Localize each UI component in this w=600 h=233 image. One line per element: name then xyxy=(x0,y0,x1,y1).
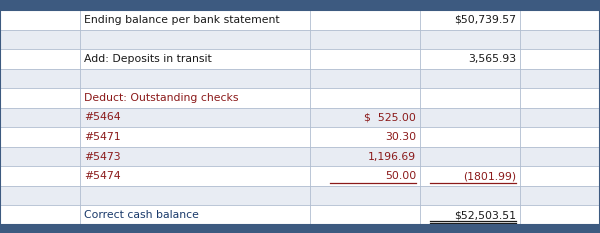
Text: #5464: #5464 xyxy=(84,113,121,123)
Bar xyxy=(0,10,600,30)
Text: Ending balance per bank statement: Ending balance per bank statement xyxy=(84,15,280,25)
Text: 30.30: 30.30 xyxy=(385,132,416,142)
Text: 1,196.69: 1,196.69 xyxy=(368,152,416,162)
Bar xyxy=(0,206,600,225)
Bar xyxy=(0,166,600,186)
Text: Correct cash balance: Correct cash balance xyxy=(84,210,199,220)
Bar xyxy=(0,49,600,69)
Bar xyxy=(0,147,600,166)
Bar xyxy=(0,127,600,147)
Text: 50.00: 50.00 xyxy=(385,171,416,181)
Bar xyxy=(0,186,600,206)
Text: #5473: #5473 xyxy=(84,152,121,162)
Text: (1801.99): (1801.99) xyxy=(463,171,516,181)
Bar xyxy=(0,0,600,10)
Text: $  525.00: $ 525.00 xyxy=(364,113,416,123)
Text: $52,503.51: $52,503.51 xyxy=(454,210,516,220)
Text: $50,739.57: $50,739.57 xyxy=(454,15,516,25)
Bar xyxy=(0,88,600,108)
Text: Add: Deposits in transit: Add: Deposits in transit xyxy=(84,54,212,64)
Bar xyxy=(0,225,600,233)
Bar xyxy=(0,108,600,127)
Text: #5471: #5471 xyxy=(84,132,121,142)
Bar xyxy=(0,30,600,49)
Text: 3,565.93: 3,565.93 xyxy=(468,54,516,64)
Text: #5474: #5474 xyxy=(84,171,121,181)
Bar xyxy=(0,69,600,88)
Text: Deduct: Outstanding checks: Deduct: Outstanding checks xyxy=(84,93,239,103)
